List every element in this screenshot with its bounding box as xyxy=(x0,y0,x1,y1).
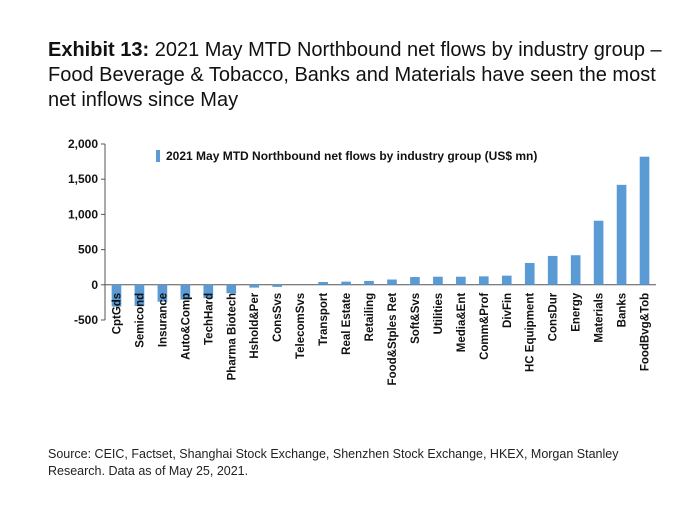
x-tick-label: ConsSvs xyxy=(272,293,284,342)
bar xyxy=(616,184,627,285)
x-tick-label: Comm&Prof xyxy=(479,293,491,360)
bar xyxy=(410,277,420,285)
x-tick-label: Auto&Comp xyxy=(180,293,192,360)
x-tick-label: Media&Ent xyxy=(456,293,468,353)
bar xyxy=(157,284,168,302)
x-tick-label: Soft&Svs xyxy=(410,293,422,344)
x-tick-label: Pharma Biotech xyxy=(226,293,238,381)
x-tick-label: Energy xyxy=(571,292,583,332)
y-tick-label: 2,000 xyxy=(68,137,98,151)
y-tick-label: 0 xyxy=(91,278,98,292)
bar xyxy=(180,284,191,300)
bar xyxy=(341,281,351,285)
source-note: Source: CEIC, Factset, Shanghai Stock Ex… xyxy=(48,447,619,478)
x-tick-label: TelecomSvs xyxy=(295,293,307,359)
x-tick-label: HC Equipment xyxy=(525,293,537,372)
x-tick-label: Banks xyxy=(617,293,629,328)
bar xyxy=(501,275,512,285)
bar xyxy=(433,276,443,285)
bar xyxy=(249,284,260,288)
x-tick-label: Semicond xyxy=(134,293,146,348)
bar xyxy=(318,281,328,285)
x-tick-label: Transport xyxy=(318,293,330,346)
bar xyxy=(364,280,374,285)
legend-swatch xyxy=(156,150,160,162)
x-tick-label: FoodBvg&Tob xyxy=(640,293,652,371)
bar xyxy=(226,284,237,294)
exhibit-label: Exhibit 13: xyxy=(48,39,150,61)
bar xyxy=(387,279,397,285)
x-tick-label: DivFin xyxy=(502,293,514,328)
chart-title: Exhibit 13: 2021 May MTD Northbound net … xyxy=(48,38,668,113)
y-tick-label: 1,000 xyxy=(68,207,98,221)
x-tick-label: Materials xyxy=(594,293,606,343)
bar xyxy=(134,284,145,306)
bar-chart: 2,000 1,500 1,000 500 0 -500 CptGds Semicond Ins… xyxy=(68,137,656,386)
x-tick-label: Food&Stples Ret xyxy=(387,293,399,386)
bar xyxy=(272,284,283,287)
x-tick-label: ConsDur xyxy=(548,292,560,341)
x-tick-label: Real Estate xyxy=(341,293,353,355)
bar xyxy=(547,255,558,285)
y-tick-label: -500 xyxy=(74,313,98,327)
x-tick-label: Insurance xyxy=(157,293,169,347)
bar xyxy=(203,284,214,299)
bar xyxy=(456,276,466,285)
y-tick-label: 1,500 xyxy=(68,172,98,186)
bar xyxy=(111,284,122,307)
y-tick-label: 500 xyxy=(78,243,98,257)
x-tick-label: CptGds xyxy=(111,293,123,335)
x-tick-label: Utilities xyxy=(433,293,445,335)
x-tick-label: TechHard xyxy=(203,293,215,345)
bar xyxy=(570,255,581,285)
bar xyxy=(639,156,650,285)
bar xyxy=(593,220,604,285)
title-text: 2021 May MTD Northbound net flows by ind… xyxy=(48,39,662,111)
bar xyxy=(524,262,535,285)
x-tick-label: Retailing xyxy=(364,293,376,342)
bar xyxy=(478,276,489,285)
legend-label: 2021 May MTD Northbound net flows by ind… xyxy=(166,149,537,163)
x-tick-label: Hshold&Per xyxy=(249,292,261,358)
